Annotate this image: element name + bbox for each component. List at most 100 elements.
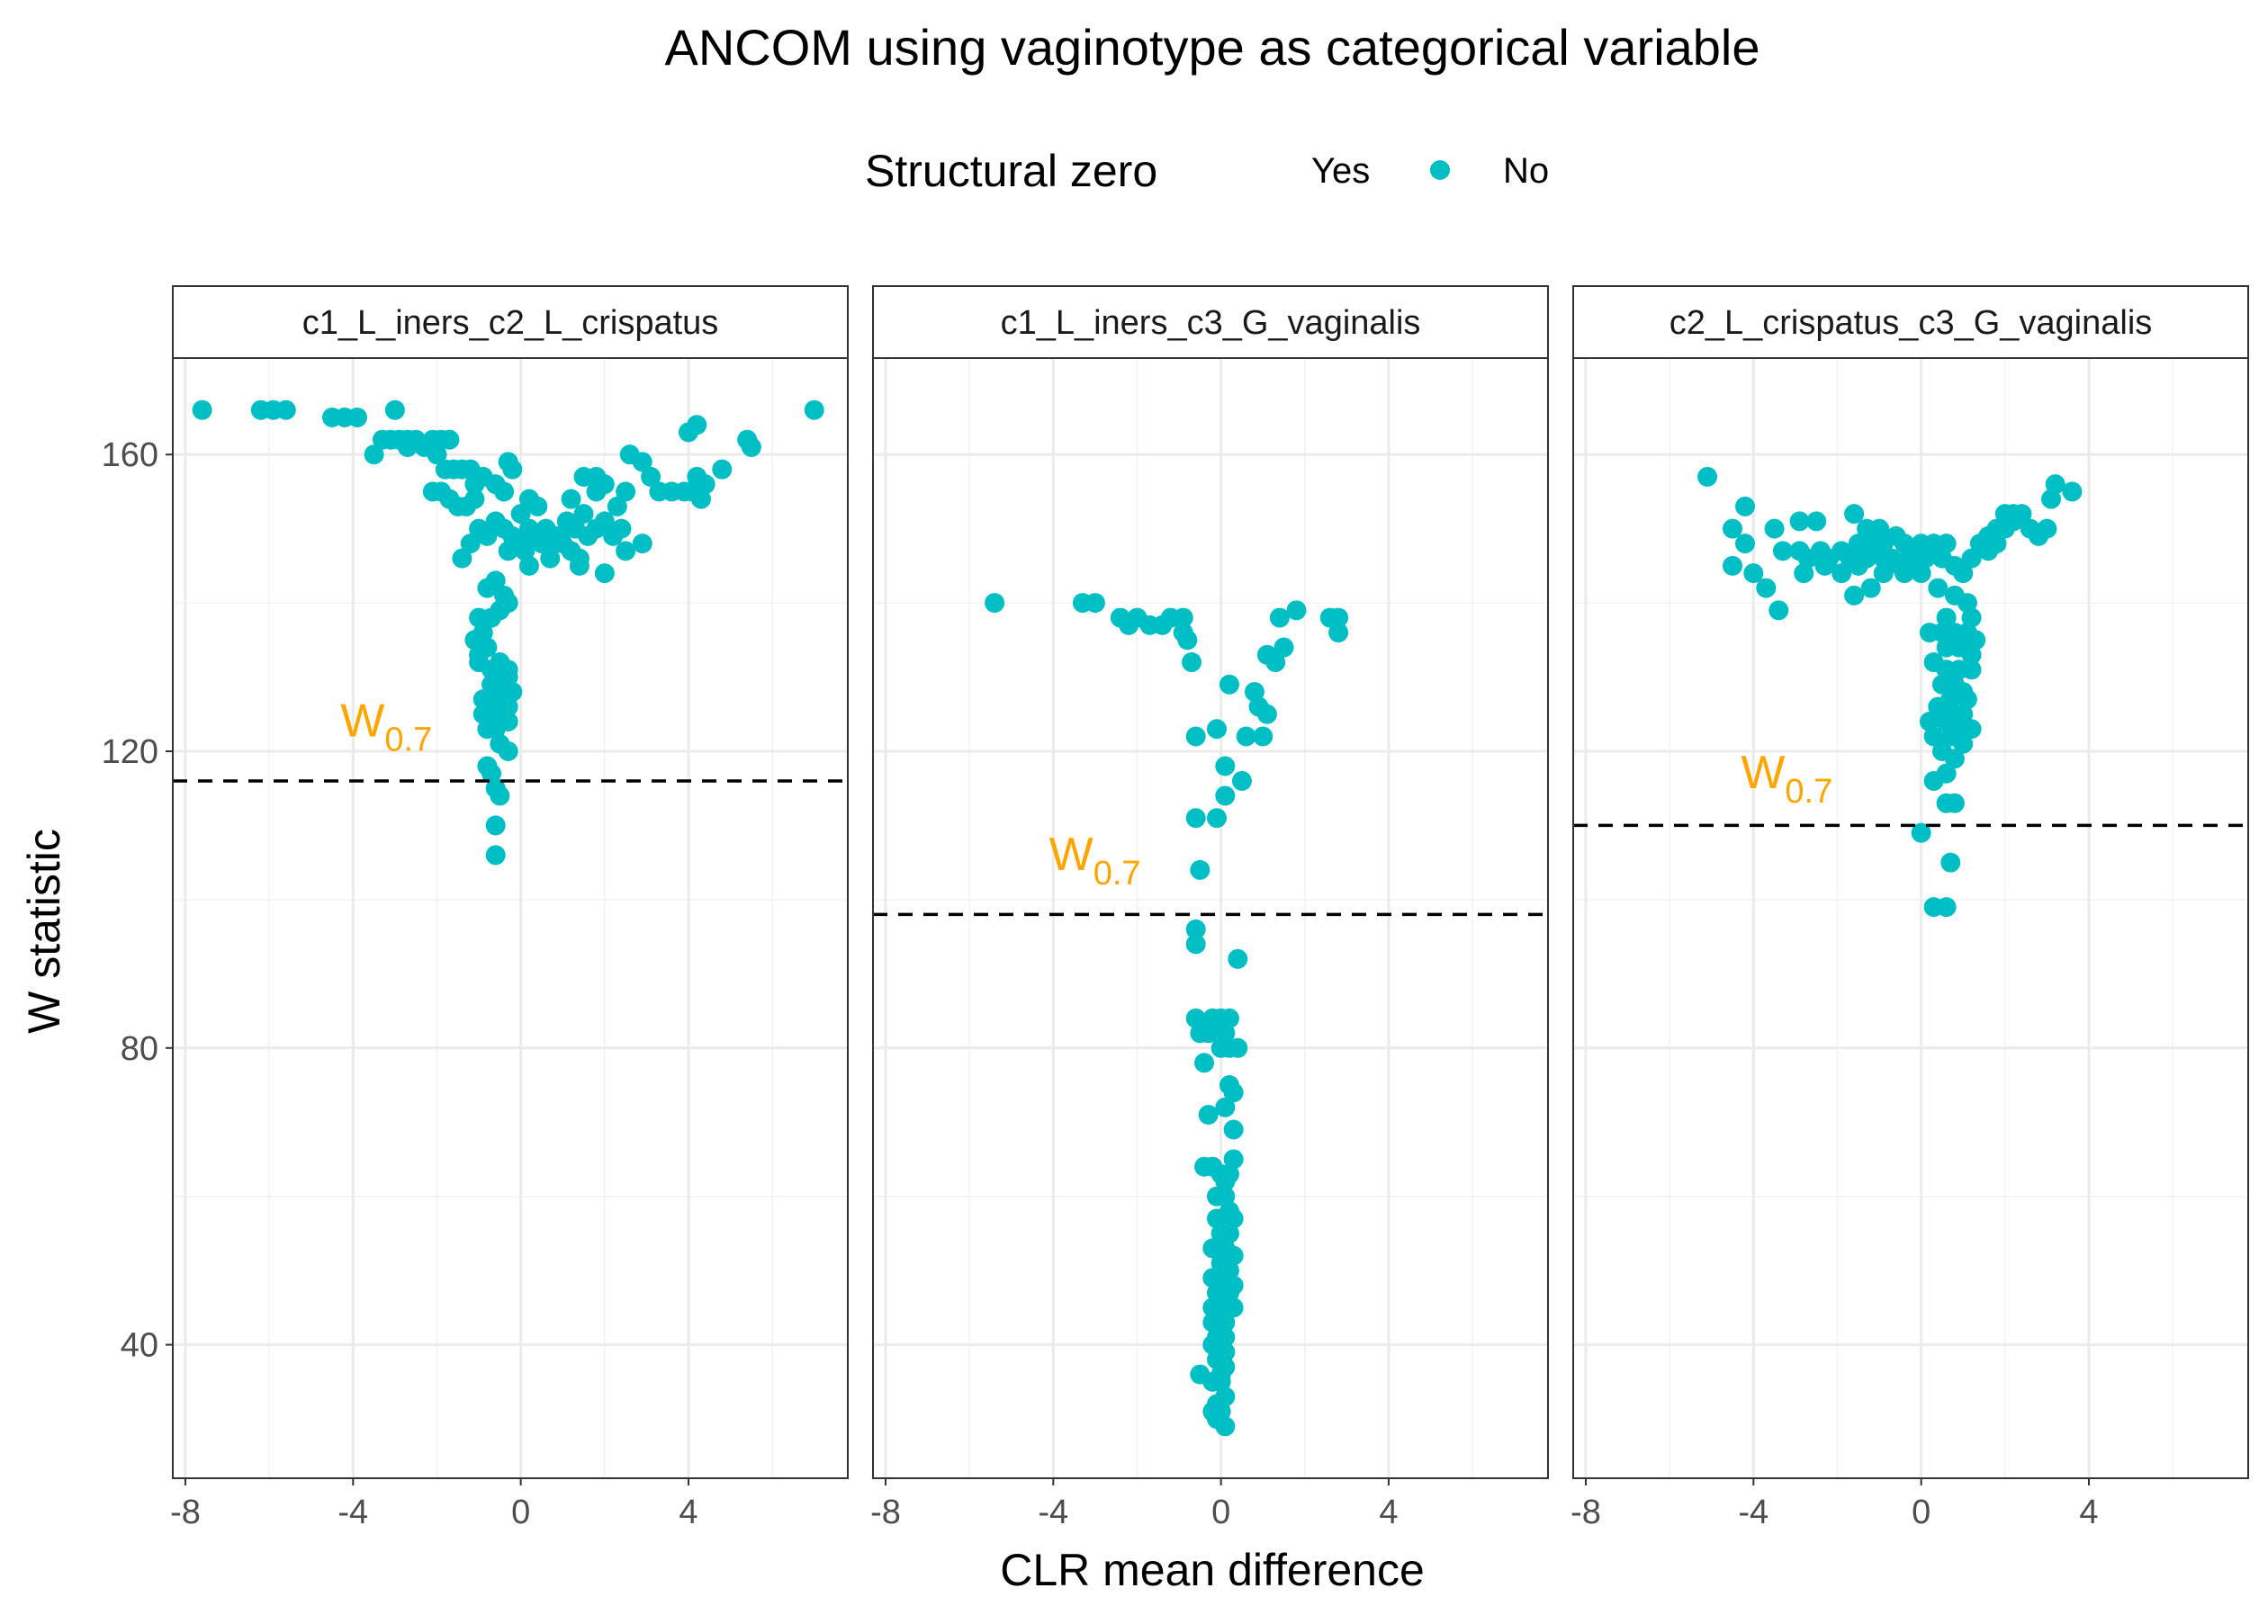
x-tick-label: 4 xyxy=(679,1494,698,1531)
data-point xyxy=(485,815,506,836)
data-point xyxy=(485,719,506,740)
data-point xyxy=(452,548,472,569)
data-point xyxy=(1219,674,1239,695)
data-point xyxy=(594,511,615,532)
data-point xyxy=(1256,644,1277,665)
data-point xyxy=(192,399,212,420)
data-point xyxy=(1206,719,1227,740)
data-point xyxy=(498,696,518,717)
y-tick-label: 120 xyxy=(102,733,158,771)
data-point xyxy=(2045,474,2066,495)
data-point xyxy=(1177,630,1198,650)
data-point xyxy=(1274,637,1294,658)
data-point xyxy=(364,444,384,465)
legend-title: Structural zero xyxy=(865,146,1157,196)
data-point xyxy=(1269,607,1290,628)
y-tick-label: 40 xyxy=(121,1327,158,1365)
data-point xyxy=(712,459,733,480)
data-point xyxy=(1223,1208,1244,1229)
legend-marker-no xyxy=(1430,160,1450,180)
data-point xyxy=(1223,1149,1244,1170)
x-tick-label: -8 xyxy=(170,1494,201,1531)
x-tick-label: -4 xyxy=(1738,1494,1768,1531)
facet-panels: 4080120160c1_L_iners_c2_L_crispatusW0.7-… xyxy=(102,285,2249,1531)
data-point xyxy=(502,682,523,703)
data-point xyxy=(427,444,447,465)
data-point xyxy=(1223,1119,1244,1140)
threshold-label-subscript: 0.7 xyxy=(1094,855,1141,893)
data-point xyxy=(518,555,539,576)
data-point xyxy=(1957,593,1977,614)
legend-label-no: No xyxy=(1503,151,1549,191)
data-point xyxy=(1814,555,1835,576)
data-point xyxy=(1944,749,1965,769)
y-tick-label: 160 xyxy=(102,436,158,474)
data-point xyxy=(498,667,518,687)
data-point xyxy=(490,785,510,806)
data-point xyxy=(1869,518,1890,539)
data-point xyxy=(1961,607,1982,628)
data-point xyxy=(1944,793,1965,813)
data-point xyxy=(1228,1037,1248,1058)
data-point xyxy=(611,518,632,539)
data-point xyxy=(1236,726,1256,747)
facet-strip xyxy=(172,285,849,359)
data-point xyxy=(641,466,662,487)
data-point xyxy=(687,415,707,435)
data-point xyxy=(561,489,581,509)
data-point xyxy=(586,466,607,487)
data-point xyxy=(1182,652,1202,673)
x-tick-label: 0 xyxy=(1912,1494,1930,1531)
legend-label-yes: Yes xyxy=(1311,151,1370,191)
data-point xyxy=(1844,504,1865,525)
data-point xyxy=(1794,563,1814,584)
data-point xyxy=(1185,808,1206,829)
data-point xyxy=(540,548,561,569)
data-point xyxy=(397,436,418,457)
data-point xyxy=(1978,541,1999,561)
data-point xyxy=(1734,534,1755,554)
data-point xyxy=(1961,548,1982,569)
data-point xyxy=(1215,1023,1236,1044)
data-point xyxy=(1206,1208,1227,1229)
data-point xyxy=(1194,1053,1215,1073)
data-point xyxy=(346,407,367,427)
data-point xyxy=(515,541,536,561)
x-tick-label: 4 xyxy=(1379,1494,1398,1531)
facet-strip-label: c2_L_crispatus_c3_G_vaginalis xyxy=(1670,304,2153,342)
data-point xyxy=(1215,1416,1236,1437)
data-point xyxy=(1185,1008,1206,1028)
facet-strip xyxy=(872,285,1549,359)
data-point xyxy=(1219,1008,1239,1028)
x-axis-title: CLR mean difference xyxy=(1000,1545,1425,1595)
data-point xyxy=(2041,489,2062,509)
data-point xyxy=(1328,607,1349,628)
data-point xyxy=(1173,607,1193,628)
data-point xyxy=(1772,541,1793,561)
data-point xyxy=(616,541,636,561)
data-point xyxy=(1185,726,1206,747)
data-point xyxy=(607,496,627,516)
data-point xyxy=(1961,644,1982,665)
data-point xyxy=(510,504,531,525)
x-tick-label: -8 xyxy=(1570,1494,1601,1531)
data-point xyxy=(1961,659,1982,680)
data-point xyxy=(1764,518,1785,539)
data-point xyxy=(1928,578,1948,598)
data-point xyxy=(275,399,296,420)
x-tick-label: -8 xyxy=(870,1494,901,1531)
data-point xyxy=(1911,822,1931,843)
data-point xyxy=(1743,563,1764,584)
data-point xyxy=(1936,897,1957,918)
data-point xyxy=(741,436,761,457)
data-point xyxy=(1936,607,1957,628)
data-point xyxy=(1940,852,1961,873)
data-point xyxy=(1084,593,1105,614)
panel-border xyxy=(872,357,1549,1479)
data-point xyxy=(1219,1163,1239,1184)
data-point xyxy=(1923,770,1944,791)
facet-strip xyxy=(1572,285,2249,359)
data-point xyxy=(1928,696,1948,717)
data-point xyxy=(1215,785,1236,806)
data-point xyxy=(1844,585,1865,606)
